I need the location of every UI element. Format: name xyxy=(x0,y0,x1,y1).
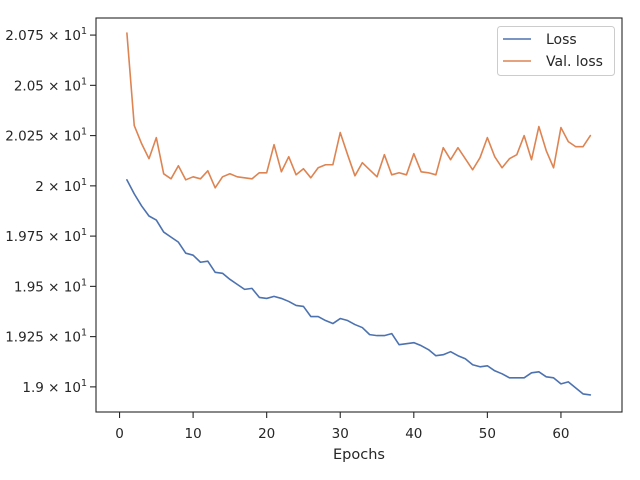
series-line-val-loss xyxy=(126,32,592,189)
series-line-loss xyxy=(126,179,592,396)
y-axis: 1.9 × 101 1.925 × 101 1.95 × 101 1.975 × 10… xyxy=(5,26,96,396)
x-tick-label: 10 xyxy=(185,426,202,442)
y-tick-label: 2.025 × 101 xyxy=(5,127,87,145)
y-tick-label: 1.925 × 101 xyxy=(5,328,87,346)
x-tick-label: 20 xyxy=(258,426,275,442)
x-axis-title: Epochs xyxy=(333,447,385,463)
x-tick-label: 60 xyxy=(552,426,569,442)
y-tick-label: 1.9 × 101 xyxy=(22,378,87,396)
y-tick-label: 2.075 × 101 xyxy=(5,26,87,44)
legend: Loss Val. loss xyxy=(497,26,615,76)
x-tick-label: 50 xyxy=(479,426,496,442)
legend-label-val-loss: Val. loss xyxy=(546,54,603,70)
series-lines xyxy=(126,32,592,396)
y-tick-label: 2 × 101 xyxy=(35,177,87,195)
x-tick-label: 30 xyxy=(332,426,349,442)
x-axis: 0 10 20 30 40 50 60 xyxy=(115,412,570,442)
y-tick-label: 1.975 × 101 xyxy=(5,227,87,245)
plot-frame xyxy=(95,17,623,413)
plot-background xyxy=(96,18,622,412)
legend-label-loss: Loss xyxy=(546,32,577,48)
y-tick-label: 1.95 × 101 xyxy=(14,277,87,295)
y-tick-label: 2.05 × 101 xyxy=(14,76,87,94)
x-tick-label: 40 xyxy=(405,426,422,442)
x-tick-label: 0 xyxy=(115,426,124,442)
